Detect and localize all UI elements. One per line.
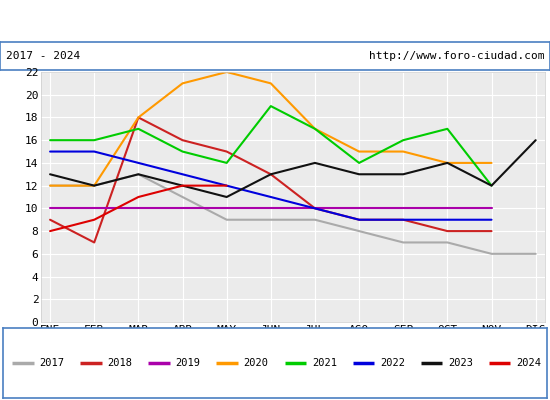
Text: Evolucion del paro registrado en Uclés: Evolucion del paro registrado en Uclés (109, 13, 441, 29)
Text: 2018: 2018 (108, 358, 133, 368)
Text: 2021: 2021 (312, 358, 337, 368)
Text: 2019: 2019 (175, 358, 201, 368)
Text: 2017: 2017 (40, 358, 64, 368)
Text: 2020: 2020 (244, 358, 269, 368)
Text: 2022: 2022 (380, 358, 405, 368)
Text: 2024: 2024 (516, 358, 541, 368)
Text: 2017 - 2024: 2017 - 2024 (6, 51, 80, 61)
Text: http://www.foro-ciudad.com: http://www.foro-ciudad.com (369, 51, 544, 61)
Text: 2023: 2023 (448, 358, 473, 368)
